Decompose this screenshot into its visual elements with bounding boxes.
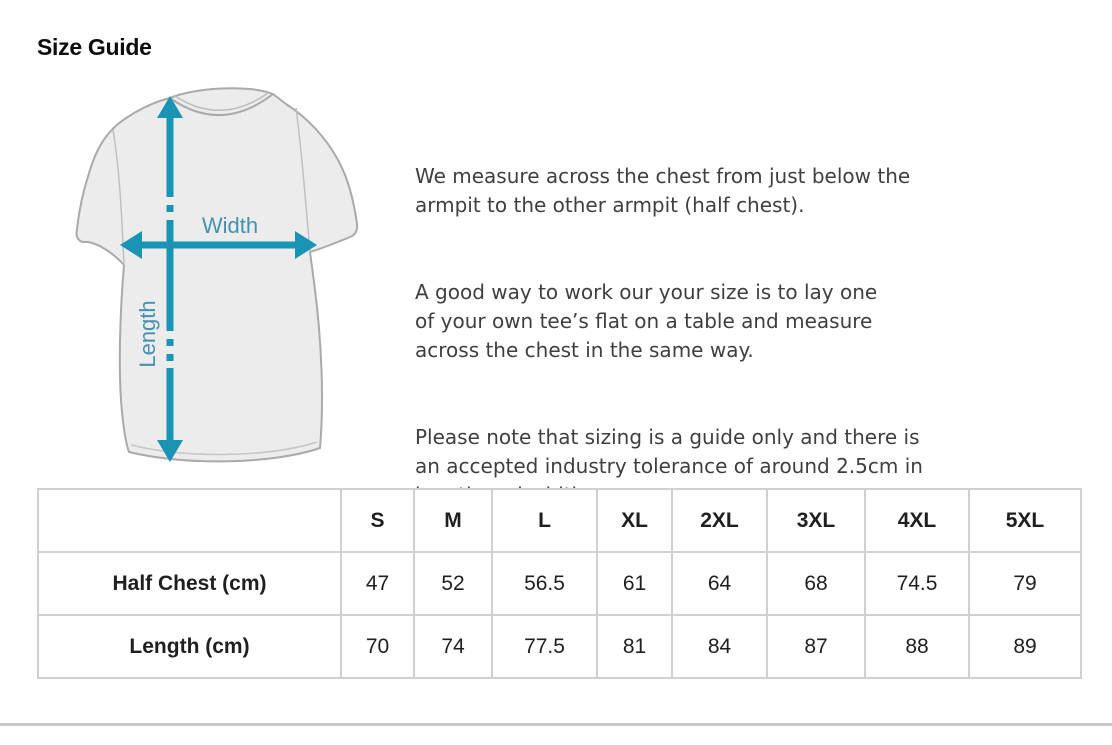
half-chest-value-2xl: 64: [671, 551, 768, 616]
size-column-header-l: L: [491, 488, 598, 553]
half-chest-value-4xl: 74.5: [864, 551, 970, 616]
size-column-header-xl: XL: [596, 488, 673, 553]
half-chest-value-3xl: 68: [766, 551, 866, 616]
size-column-header-3xl: 3XL: [766, 488, 866, 553]
left-sleeve-seam: [112, 129, 125, 266]
size-column-header-5xl: 5XL: [968, 488, 1082, 553]
length-value-3xl: 87: [766, 614, 866, 679]
length-value-l: 77.5: [491, 614, 598, 679]
collar-band-line: [174, 92, 269, 112]
half-chest-value-xl: 61: [596, 551, 673, 616]
bottom-divider: [0, 723, 1112, 726]
row-label-half-chest: Half Chest (cm): [37, 551, 342, 616]
length-value-4xl: 88: [864, 614, 970, 679]
size-column-header-s: S: [340, 488, 415, 553]
width-label: Width: [202, 213, 258, 238]
table-corner-cell: [37, 488, 342, 553]
length-arrowhead-bottom: [157, 440, 183, 462]
row-label-length: Length (cm): [37, 614, 342, 679]
hem-line: [130, 441, 318, 456]
width-arrowhead-left: [120, 231, 142, 259]
measurement-arrows: [136, 112, 301, 448]
instruction-paragraph-2: A good way to work our your size is to l…: [415, 280, 878, 362]
right-sleeve-seam: [295, 107, 311, 253]
instruction-paragraph-1: We measure across the chest from just be…: [415, 164, 911, 217]
arrowheads: [120, 96, 317, 462]
length-value-m: 74: [413, 614, 493, 679]
page-title: Size Guide: [37, 34, 152, 60]
length-value-2xl: 84: [671, 614, 768, 679]
tshirt-graphic: [75, 87, 359, 463]
half-chest-value-l: 56.5: [491, 551, 598, 616]
size-column-header-2xl: 2XL: [671, 488, 768, 553]
table-row-half-chest: Half Chest (cm) 47 52 56.5 61 64 68 74.5…: [37, 551, 1082, 616]
length-value-s: 70: [340, 614, 415, 679]
table-row-length: Length (cm) 70 74 77.5 81 84 87 88 89: [37, 614, 1082, 679]
length-value-xl: 81: [596, 614, 673, 679]
length-label: Length: [135, 300, 160, 367]
width-arrowhead-right: [295, 231, 317, 259]
table-header-row: S M L XL 2XL 3XL 4XL 5XL: [37, 488, 1082, 553]
collar-line: [169, 93, 274, 117]
half-chest-value-5xl: 79: [968, 551, 1082, 616]
half-chest-value-s: 47: [340, 551, 415, 616]
size-column-header-m: M: [413, 488, 493, 553]
half-chest-value-m: 52: [413, 551, 493, 616]
tshirt-measurement-diagram: Width Length: [75, 87, 359, 463]
length-value-5xl: 89: [968, 614, 1082, 679]
size-column-header-4xl: 4XL: [864, 488, 970, 553]
length-arrowhead-top: [157, 96, 183, 118]
size-guide-table: S M L XL 2XL 3XL 4XL 5XL Half Chest (cm)…: [37, 488, 1082, 679]
